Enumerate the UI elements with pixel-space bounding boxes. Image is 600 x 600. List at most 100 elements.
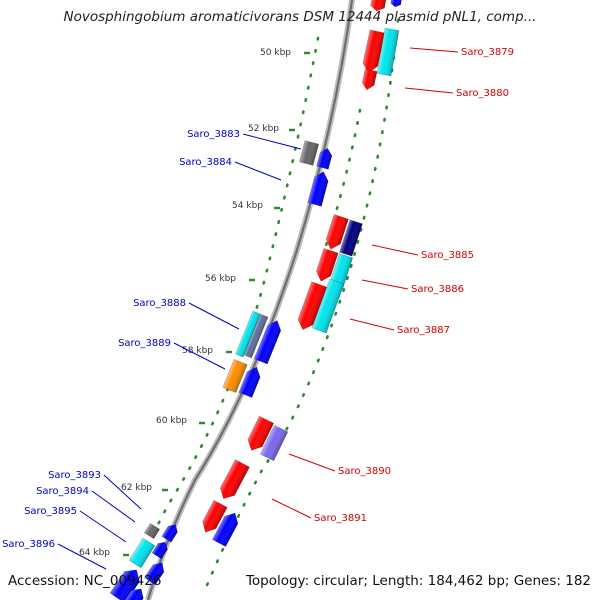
kbp-tick-label: 64 kbp (79, 548, 110, 558)
gene-label[interactable]: Saro_3887 (397, 325, 450, 336)
tick-dots-inner (203, 18, 400, 592)
gene-saro-3886-partner-block[interactable] (329, 253, 353, 289)
gene-top-red-block[interactable] (370, 0, 387, 12)
gene-saro-3888-stripe-block-shade (244, 314, 268, 358)
tick-marks-layer: 50 kbp 52 kbp 54 kbp 56 kbp 58 kbp 60 kbp 62 k… (79, 48, 310, 558)
gene-saro-3888-partner-block-shade (254, 320, 281, 365)
gene-saro-3894-partner-block[interactable] (161, 522, 180, 543)
gene-top-blue-block-shade (390, 0, 402, 7)
leader-line (404, 87, 454, 94)
kbp-tick-label: 62 kbp (121, 483, 152, 493)
leader-line (349, 318, 395, 331)
gene-saro-3890-b-block[interactable] (217, 459, 250, 503)
gene-saro-3883-block-shade (299, 140, 319, 166)
gene-top-blue-block[interactable] (390, 0, 403, 8)
gene-label[interactable]: Saro_3885 (421, 250, 474, 261)
gene-label[interactable]: Saro_3894 (36, 486, 89, 497)
gene-label[interactable]: Saro_3884 (179, 157, 232, 168)
gene-label[interactable]: Saro_3896 (2, 539, 55, 550)
gene-saro-3889-partner-block-shade (238, 367, 261, 398)
gene-label[interactable]: Saro_3893 (48, 470, 101, 481)
gene-saro-3887-partner-block-shade (312, 279, 344, 333)
gene-saro-3884-block[interactable] (307, 170, 330, 207)
leader-line (91, 490, 136, 523)
leader-line (242, 133, 302, 150)
gene-saro-3890-a-block-shade (247, 416, 274, 451)
gene-label[interactable]: Saro_3880 (456, 88, 509, 99)
gene-saro-3896-block-shade (110, 569, 140, 600)
gene-saro-3885-partner-block-shade (339, 219, 363, 257)
gene-saro-3895-partner-block[interactable] (144, 559, 167, 586)
gene-top-red-block-shade (370, 0, 387, 11)
gene-saro-3889-block[interactable] (222, 359, 248, 393)
gene-saro-3883-partner-block-shade (316, 148, 332, 170)
tick-dots-layer (148, 18, 400, 592)
leader-line (188, 302, 240, 330)
gene-saro-3891-block-shade (212, 512, 238, 547)
topology-text: Topology: circular; Length: 184,462 bp; … (245, 573, 591, 589)
gene-saro-3887-partner-block[interactable] (311, 278, 345, 334)
leader-line (234, 161, 282, 181)
gene-saro-3894-partner-block-shade (161, 524, 178, 543)
gene-label[interactable]: Saro_3889 (118, 338, 171, 349)
leader-line (288, 453, 336, 472)
gene-saro-3895-block-shade (129, 538, 155, 568)
gene-saro-3888-stripe-block[interactable] (243, 313, 269, 359)
gene-saro-3891-a-block[interactable] (199, 499, 228, 535)
gene-saro-3891-block[interactable] (211, 509, 241, 547)
gene-label[interactable]: Saro_3886 (411, 284, 464, 295)
gene-saro-3890-block[interactable] (259, 424, 289, 462)
gene-saro-3883-partner-block[interactable] (316, 147, 334, 170)
gene-saro-3880-block[interactable] (361, 68, 378, 91)
gene-label[interactable]: Saro_3879 (461, 47, 514, 58)
gene-saro-3879-partner-block-shade (377, 28, 399, 76)
kbp-tick-label: 50 kbp (260, 48, 291, 58)
gene-label[interactable]: Saro_3895 (24, 506, 77, 517)
kbp-tick-label: 54 kbp (232, 201, 263, 211)
gene-saro-3887-block[interactable] (295, 281, 328, 333)
gene-saro-3890-b-block-shade (220, 459, 250, 499)
accession-text: Accession: NC_009426 (8, 573, 162, 589)
gene-saro-3885-block[interactable] (324, 214, 349, 252)
gene-saro-3894-block-shade (152, 542, 168, 559)
gene-saro-3880-block-shade (362, 68, 377, 90)
gene-saro-3895-block[interactable] (128, 537, 156, 569)
gene-label[interactable]: Saro_3883 (187, 129, 240, 140)
gene-saro-3890-block-shade (260, 425, 288, 461)
gene-saro-3879-partner-block[interactable] (376, 27, 400, 77)
kbp-tick-label: 52 kbp (248, 124, 279, 134)
gene-saro-3890-a-block[interactable] (244, 415, 275, 454)
gene-saro-3895-partner-block-shade (144, 562, 164, 585)
kbp-tick-label: 56 kbp (205, 274, 236, 284)
kbp-tick-label: 58 kbp (182, 346, 213, 356)
gene-saro-3886-block[interactable] (314, 248, 339, 283)
leader-line (57, 543, 107, 570)
gene-saro-3886-block-shade (316, 248, 339, 282)
gene-saro-3889-block-shade (222, 359, 248, 393)
gene-saro-3888-block-shade (235, 311, 261, 357)
gene-saro-3893-block-shade (144, 523, 160, 539)
gene-saro-3879-block[interactable] (361, 29, 386, 74)
gene-saro-3896-block[interactable] (109, 565, 144, 600)
gene-saro-3885-block-shade (326, 214, 349, 250)
gene-label[interactable]: Saro_3888 (133, 298, 186, 309)
leader-line (79, 510, 127, 543)
leader-line (103, 474, 142, 510)
gene-saro-3888-block[interactable] (235, 310, 261, 358)
gene-saro-3883-block[interactable] (299, 140, 319, 166)
gene-saro-3885-partner-block[interactable] (339, 219, 363, 257)
gene-label[interactable]: Saro_3890 (338, 466, 391, 477)
gene-saro-3894-block[interactable] (151, 539, 170, 560)
map-title: Novosphingobium aromaticivorans DSM 1244… (63, 9, 537, 25)
leader-line (361, 279, 409, 290)
gene-saro-3889-partner-block[interactable] (238, 364, 263, 398)
gene-saro-3893-block[interactable] (144, 523, 160, 539)
label-leaders-layer (57, 47, 459, 570)
gene-label[interactable]: Saro_3891 (314, 513, 367, 524)
leader-line (173, 342, 226, 370)
gene-saro-3891-a-block-shade (202, 500, 228, 533)
gene-saro-3888-partner-block[interactable] (253, 318, 283, 365)
gene-features-layer (109, 0, 403, 600)
